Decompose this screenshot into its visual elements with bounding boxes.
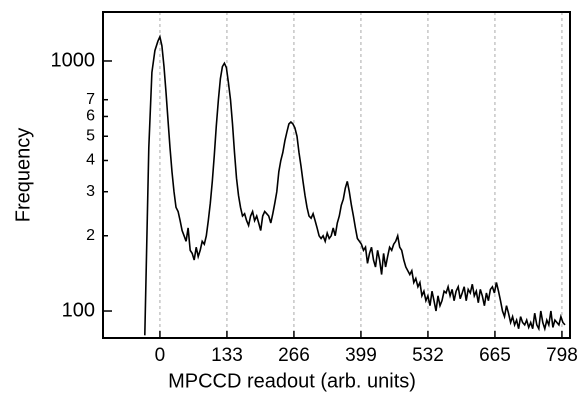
x-tick-label: 532 bbox=[412, 345, 444, 366]
y-tick-label: 6 bbox=[86, 108, 95, 125]
y-axis-label: Frequency bbox=[12, 128, 34, 223]
plot-frame bbox=[102, 11, 571, 339]
y-tick-label: 7 bbox=[86, 91, 95, 108]
x-tick-label: 266 bbox=[278, 345, 310, 366]
x-tick-label: 399 bbox=[345, 345, 377, 366]
x-axis-label: MPCCD readout (arb. units) bbox=[168, 370, 416, 392]
x-tick-label: 133 bbox=[211, 345, 243, 366]
x-tick-label: 798 bbox=[546, 345, 578, 366]
data-line bbox=[144, 34, 566, 336]
y-tick-label: 3 bbox=[86, 183, 95, 200]
y-tick-label: 2 bbox=[86, 227, 95, 244]
y-tick-label: 100 bbox=[62, 299, 95, 321]
y-tick-label: 1000 bbox=[51, 49, 96, 71]
x-tick-label: 0 bbox=[155, 345, 166, 366]
x-tick-label: 665 bbox=[479, 345, 511, 366]
y-tick-label: 4 bbox=[86, 152, 95, 169]
y-tick-label: 5 bbox=[86, 127, 95, 144]
